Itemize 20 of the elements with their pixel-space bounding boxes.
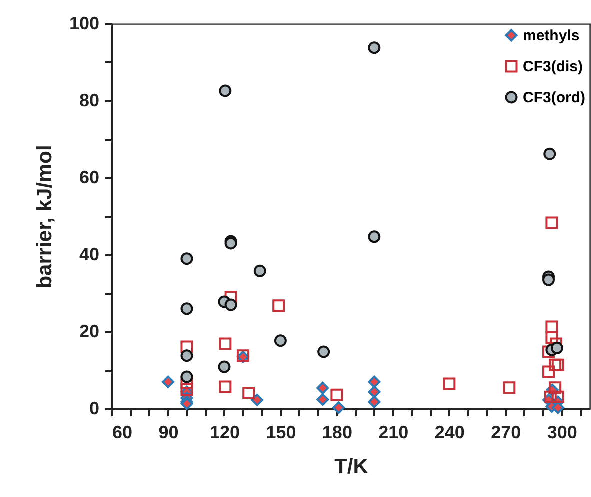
x-tick-label: 270 — [491, 422, 522, 442]
legend-label: methyls — [523, 28, 580, 44]
legend-label: CF3(ord) — [523, 90, 586, 106]
x-tick-label: 60 — [112, 422, 133, 442]
x-tick-label: 300 — [547, 422, 578, 442]
legend-label: CF3(dis) — [523, 58, 584, 76]
x-tick-label: 120 — [210, 422, 240, 442]
y-tick-label: 60 — [79, 168, 100, 188]
x-tick-label: 150 — [266, 422, 296, 442]
y-axis-title: barrier, kJ/mol — [33, 145, 56, 289]
y-tick-label: 20 — [79, 322, 100, 342]
y-tick-label: 80 — [79, 90, 100, 110]
x-tick-label: 180 — [322, 422, 352, 442]
x-tick-label: 240 — [434, 422, 465, 442]
x-tick-label: 210 — [378, 422, 409, 442]
y-tick-label: 100 — [69, 14, 100, 34]
y-tick-label: 0 — [89, 398, 100, 418]
x-axis-title: T/K — [334, 456, 368, 478]
x-tick-label: 90 — [158, 422, 179, 442]
y-tick-label: 40 — [79, 244, 100, 264]
